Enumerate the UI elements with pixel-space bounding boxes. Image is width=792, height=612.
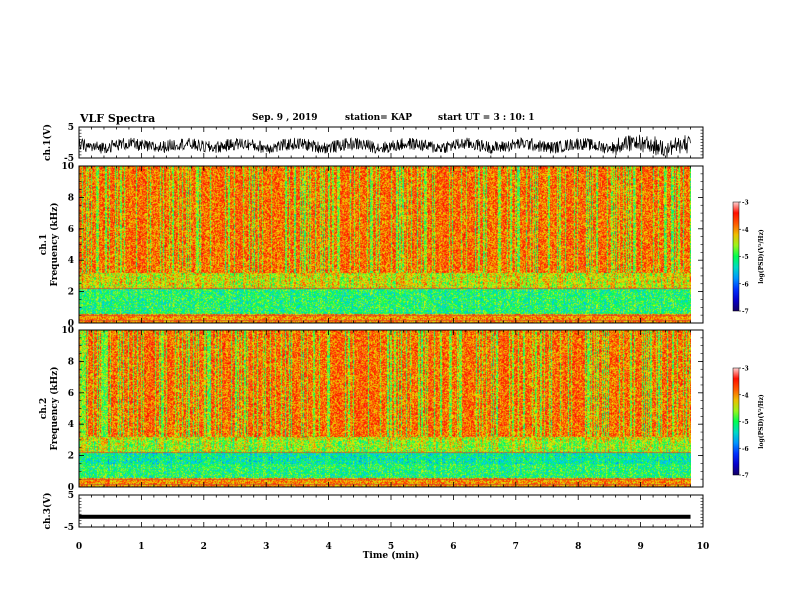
xtick-7: 7 [513, 542, 519, 552]
ylabel-0-0: ch.1(V) [42, 124, 53, 161]
xtick-0: 0 [76, 542, 82, 552]
xtick-10: 10 [697, 542, 710, 552]
ytick-1-0: 0 [68, 319, 74, 329]
ytick-0-0: 5 [68, 123, 74, 133]
ytick-1-3: 6 [68, 225, 74, 235]
xtick-9: 9 [637, 542, 643, 552]
colorbar-1 [732, 201, 740, 312]
ytick-3-0: 5 [68, 491, 74, 501]
ytick-2-0: 0 [68, 483, 74, 493]
ytick-1-1: 2 [68, 288, 74, 298]
xtick-6: 6 [450, 542, 456, 552]
xtick-1: 1 [138, 542, 144, 552]
xtick-5: 5 [388, 542, 394, 552]
ylabel-1-0: ch.1 [39, 234, 49, 255]
ytick-2-2: 4 [68, 420, 74, 430]
colorbar-1-tick-1: -4 [742, 227, 749, 234]
figure-title: VLF Spectra [80, 112, 156, 125]
ylabel-2-1: Frequency (kHz) [49, 366, 60, 450]
start-ut-label: start UT = 3 : 10: 1 [438, 113, 535, 123]
date-label: Sep. 9 , 2019 [252, 113, 318, 123]
xtick-8: 8 [575, 542, 581, 552]
colorbar-2-tick-1: -4 [742, 392, 749, 399]
colorbar-2-tick-0: -3 [742, 366, 749, 373]
colorbar-1-tick-0: -3 [742, 200, 749, 207]
ylabel-2-0: ch.2 [39, 398, 49, 419]
ytick-2-1: 2 [68, 452, 74, 462]
colorbar-1-tick-4: -7 [742, 309, 749, 316]
colorbar-2-tick-3: -6 [742, 446, 749, 453]
ch1-voltage-trace [79, 134, 691, 158]
ch1-spectrogram-image [79, 166, 691, 323]
ytick-2-5: 10 [61, 326, 74, 336]
colorbar-2-label: log(PSD)(V²/Hz) [758, 394, 765, 449]
colorbar-1-tick-3: -6 [742, 281, 749, 288]
ytick-3-1: -5 [64, 523, 74, 533]
colorbar-2-tick-2: -5 [742, 419, 749, 426]
colorbar-1-label: log(PSD)(V²/Hz) [758, 229, 765, 284]
ytick-1-5: 10 [61, 162, 74, 172]
ytick-1-4: 8 [68, 193, 74, 203]
colorbar-1-tick-2: -5 [742, 254, 749, 261]
ytick-2-3: 6 [68, 389, 74, 399]
ytick-2-4: 8 [68, 357, 74, 367]
ylabel-1-1: Frequency (kHz) [49, 202, 60, 286]
colorbar-2 [732, 367, 740, 476]
ylabel-3-0: ch.3(V) [42, 493, 53, 530]
ytick-0-1: -5 [64, 154, 74, 164]
ch2-spectrogram-image [79, 330, 691, 487]
xtick-2: 2 [201, 542, 207, 552]
xaxis-label: Time (min) [363, 550, 420, 561]
colorbar-2-tick-4: -7 [742, 473, 749, 480]
xtick-3: 3 [263, 542, 269, 552]
ytick-1-2: 4 [68, 256, 74, 266]
xtick-4: 4 [325, 542, 331, 552]
station-label: station= KAP [345, 113, 413, 123]
